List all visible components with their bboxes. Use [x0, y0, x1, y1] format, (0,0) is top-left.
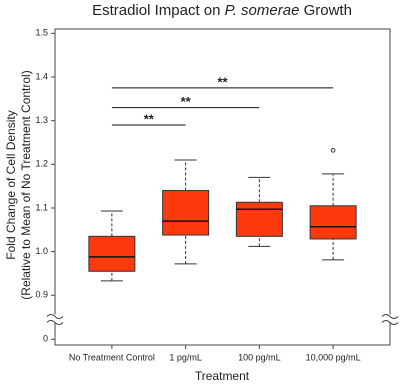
- significance-label: **: [181, 94, 192, 109]
- axis-break-mark: [46, 314, 64, 319]
- y-tick-label: 1.4: [35, 71, 48, 81]
- box: [88, 235, 136, 272]
- title-part: Growth: [299, 2, 352, 19]
- box: [309, 205, 357, 240]
- x-tick-label: 10,000 pg/mL: [306, 352, 361, 362]
- axis-break-gap: [47, 314, 63, 323]
- y-tick-label: 1.3: [35, 115, 48, 125]
- box: [235, 201, 283, 237]
- axis-break-mark: [381, 314, 399, 319]
- y-tick-label: 0: [43, 334, 48, 344]
- y-tick-label: 1.1: [35, 202, 48, 212]
- y-axis-label: Fold Change of Cell Density: [4, 110, 18, 259]
- axis-break-gap: [382, 314, 398, 323]
- y-axis-label: (Relative to Mean of No Treatment Contro…: [19, 70, 33, 299]
- x-tick-label: 1 pg/mL: [169, 352, 202, 362]
- x-tick-label: 100 pg/mL: [238, 352, 281, 362]
- y-tick-label: 1.5: [35, 28, 48, 38]
- title-part: P. somerae: [225, 2, 300, 19]
- y-tick-label: 0.9: [35, 290, 48, 300]
- axis-break-mark: [381, 320, 399, 325]
- plot-frame: [54, 28, 391, 346]
- significance-label: **: [144, 111, 155, 126]
- x-tick-label: No Treatment Control: [69, 352, 155, 362]
- y-tick-label: 1.0: [35, 246, 48, 256]
- box: [162, 190, 210, 236]
- chart-title: Estradiol Impact on P. somerae Growth: [92, 2, 352, 19]
- significance-label: **: [217, 74, 228, 89]
- outlier: [330, 148, 336, 153]
- axis-break-mark: [46, 320, 64, 325]
- title-part: Estradiol Impact on: [92, 2, 225, 19]
- x-axis-label: Treatment: [195, 369, 250, 383]
- y-tick-label: 1.2: [35, 159, 48, 169]
